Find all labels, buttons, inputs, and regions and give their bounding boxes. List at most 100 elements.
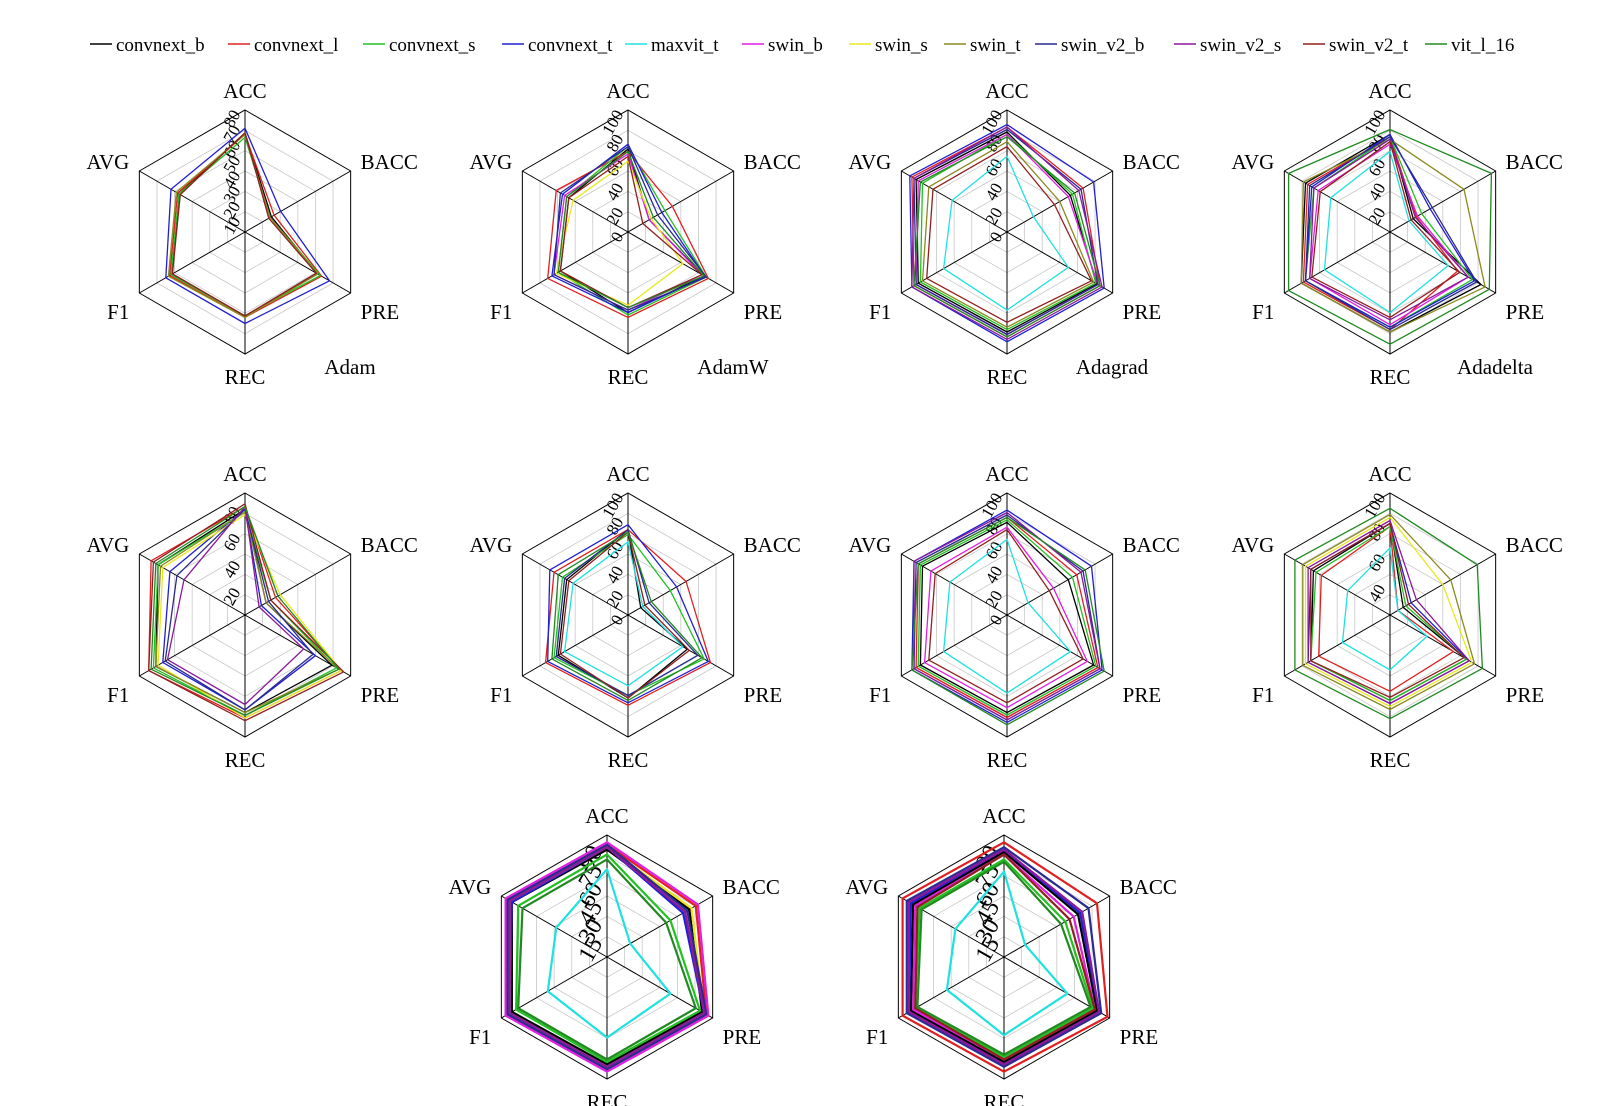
axis-label-avg: AVG (849, 533, 892, 557)
series-maxvit_t (563, 541, 684, 687)
tick-label: 20 (982, 587, 1007, 611)
series-swin_v2_s (1307, 519, 1470, 705)
series-convnext_s (914, 858, 1094, 1059)
series-convnext_t (547, 524, 709, 704)
series-vit_l_16 (517, 858, 697, 1061)
axis-label-pre: PRE (744, 300, 783, 324)
axis-spoke (627, 553, 734, 616)
legend-label: swin_v2_t (1329, 35, 1409, 56)
axis-label-bacc: BACC (1123, 533, 1180, 557)
radar-chart: ACCBACCPRERECF1AVG153045607590FedProx (S… (846, 804, 1177, 1106)
axis-spoke (1284, 553, 1391, 616)
series-swin_t (921, 141, 1095, 328)
series-convnext_b (915, 131, 1098, 333)
series-maxvit_t (942, 155, 1069, 311)
panel-title: Adagrad (1076, 355, 1149, 379)
series-convnext_l (901, 841, 1109, 1073)
panel-title: Adadelta (1457, 355, 1533, 379)
axis-spoke (244, 170, 351, 233)
series-swin_v2_s (907, 848, 1101, 1066)
axis-label-acc: ACC (606, 79, 649, 103)
legend-label: swin_b (768, 35, 823, 56)
series-swin_v2_b (506, 843, 708, 1071)
series-maxvit_t (1323, 150, 1449, 314)
series-vit_l_16 (1294, 507, 1484, 720)
axis-label-rec: REC (608, 748, 649, 772)
series-convnext_l (544, 528, 712, 706)
legend-label: maxvit_t (651, 35, 719, 56)
series-convnext_s (917, 519, 1097, 716)
series-swin_s (555, 160, 684, 306)
axis-spoke (139, 231, 246, 294)
series-swin_v2_s (1309, 138, 1469, 321)
series-swin_v2_s (166, 505, 305, 706)
series-swin_v2_s (911, 126, 1103, 341)
series-swin_t (1302, 513, 1476, 711)
axis-spoke (244, 231, 351, 294)
series-vit_l_16 (913, 136, 1101, 338)
axis-spoke (1006, 553, 1113, 616)
series-swin_v2_t (926, 145, 1093, 323)
legend-item: swin_s (849, 35, 928, 56)
series-convnext_t (1304, 133, 1476, 328)
legend: convnext_b convnext_l convnext_s convnext_t… (90, 35, 1514, 56)
legend-label: swin_s (875, 35, 928, 56)
axis-label-avg: AVG (470, 150, 513, 174)
axis-spoke (139, 170, 246, 233)
series-convnext_l (547, 150, 709, 319)
axis-label-bacc: BACC (1506, 533, 1563, 557)
axis-label-bacc: BACC (361, 533, 418, 557)
legend-item: swin_v2_b (1035, 35, 1144, 56)
axis-label-rec: REC (1370, 365, 1411, 389)
axis-label-rec: REC (987, 365, 1028, 389)
axis-spoke (522, 614, 629, 677)
series-swin_v2_s (913, 511, 1101, 721)
axis-label-acc: ACC (223, 462, 266, 486)
series-swin_s (1304, 516, 1473, 708)
axis-spoke (139, 614, 246, 677)
axis-spoke (1003, 895, 1110, 958)
tick-label: 20 (982, 204, 1007, 228)
series-convnext_s (514, 853, 702, 1064)
axis-label-acc: ACC (982, 804, 1025, 828)
series-convnext_t (551, 143, 706, 314)
legend-label: convnext_s (389, 35, 476, 56)
axis-label-acc: ACC (985, 79, 1028, 103)
legend-item: convnext_b (90, 35, 205, 56)
legend-item: swin_t (944, 35, 1021, 56)
axis-label-pre: PRE (744, 683, 783, 707)
panel-title: Adam (324, 355, 375, 379)
series-maxvit_t (945, 870, 1069, 1037)
series-swin_v2_t (1310, 522, 1465, 699)
axis-label-rec: REC (984, 1090, 1025, 1106)
tick-label: 40 (220, 557, 245, 581)
axis-label-f1: F1 (1252, 683, 1274, 707)
series-convnext_s (919, 133, 1097, 331)
axis-label-f1: F1 (866, 1025, 888, 1049)
legend-label: swin_v2_b (1061, 35, 1144, 56)
legend-item: swin_b (742, 35, 823, 56)
axis-label-avg: AVG (1232, 533, 1275, 557)
axis-label-rec: REC (608, 365, 649, 389)
series-swin_s (157, 514, 342, 719)
axis-label-pre: PRE (1123, 683, 1162, 707)
axis-label-f1: F1 (107, 300, 129, 324)
axis-label-acc: ACC (606, 462, 649, 486)
axis-spoke (522, 231, 629, 294)
legend-label: convnext_l (254, 35, 338, 56)
axis-spoke (1284, 614, 1391, 677)
axis-label-rec: REC (1370, 748, 1411, 772)
series-swin_b (1309, 143, 1469, 326)
axis-spoke (244, 553, 351, 616)
series-vit_l_16 (911, 516, 1105, 726)
axis-label-acc: ACC (1368, 79, 1411, 103)
tick-label: 20 (603, 587, 628, 611)
axis-spoke (1284, 170, 1391, 233)
series-swin_v2_b (905, 846, 1103, 1068)
series-swin_v2_t (914, 853, 1097, 1061)
axis-label-f1: F1 (469, 1025, 491, 1049)
legend-label: convnext_t (528, 35, 613, 56)
